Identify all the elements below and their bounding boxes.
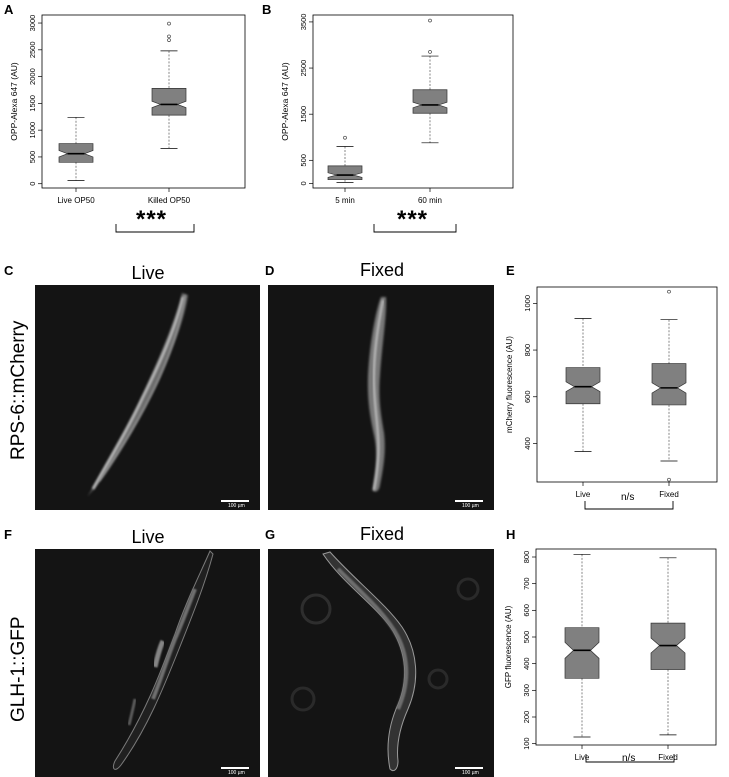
significance-a: *** <box>136 206 168 233</box>
x-tick-label: Live <box>576 490 591 499</box>
y-tick-label: 1500 <box>28 95 37 112</box>
condition-live-f: Live <box>131 527 165 547</box>
panel-label-e: E <box>506 263 515 278</box>
box-live <box>565 367 601 405</box>
y-tick-label: 2500 <box>28 41 37 58</box>
condition-live-c: Live <box>131 263 165 283</box>
worm-image-g <box>290 551 480 772</box>
outlier-point <box>667 289 671 294</box>
panel-label-a: A <box>4 2 14 17</box>
panel-label-c: C <box>4 263 14 278</box>
condition-fixed-g: Fixed <box>359 524 404 544</box>
y-tick-label: 3500 <box>299 14 308 31</box>
y-tick-label: 1000 <box>523 295 532 312</box>
worm-image-c <box>87 293 188 497</box>
y-tick-label: 0 <box>28 182 37 186</box>
y-axis-label: OPP-Alexa 647 (AU) <box>9 62 19 141</box>
scale-bar-d <box>455 500 483 502</box>
panel-label-g: G <box>265 527 276 542</box>
x-tick-label: Killed OP50 <box>148 196 191 205</box>
plot-frame <box>536 286 718 483</box>
y-axis-label: GFP fluorescence (AU) <box>504 605 513 688</box>
box-60-min <box>412 89 448 114</box>
y-tick-label: 400 <box>522 657 531 670</box>
box-killed-op50 <box>151 88 187 116</box>
y-tick-label: 400 <box>523 437 532 450</box>
y-tick-label: 200 <box>522 711 531 724</box>
panel-label-f: F <box>4 527 12 542</box>
x-tick-label: Live OP50 <box>57 196 95 205</box>
condition-fixed-d: Fixed <box>359 260 404 280</box>
box-live-op50 <box>58 143 94 163</box>
panel-label-b: B <box>262 2 272 17</box>
y-tick-label: 300 <box>522 684 531 697</box>
y-tick-label: 800 <box>522 551 531 564</box>
significance-h: n/s <box>622 753 636 764</box>
micrograph-fixed-glh1: 100 µm <box>268 549 494 777</box>
y-tick-label: 0 <box>299 181 308 185</box>
micrograph-live-rps6: 100 µm <box>35 285 260 510</box>
significance-b: *** <box>397 206 429 233</box>
scale-text-d: 100 µm <box>462 503 479 509</box>
outlier-point <box>667 477 671 482</box>
significance-bracket <box>584 501 674 510</box>
micrograph-live-glh1: 100 µm <box>35 549 260 777</box>
y-tick-label: 600 <box>522 604 531 617</box>
scale-bar-f <box>221 767 249 769</box>
y-tick-label: 3000 <box>28 15 37 32</box>
y-tick-label: 800 <box>523 344 532 357</box>
worm-image-f <box>112 550 214 770</box>
panel-label-h: H <box>506 527 516 542</box>
chart-a: 0 500 1000 1500 2000 2500 3000 OPP-Alexa 647 (A… <box>9 14 246 233</box>
y-tick-label: 500 <box>522 631 531 644</box>
outlier-point <box>167 38 171 42</box>
y-tick-label: 600 <box>523 391 532 404</box>
scale-text-g: 100 µm <box>462 770 479 776</box>
x-tick-label: 60 min <box>418 196 442 205</box>
outlier-point <box>167 34 171 39</box>
plot-frame <box>41 14 246 189</box>
scale-text-f: 100 µm <box>228 770 245 776</box>
y-tick-label: 2500 <box>299 60 308 77</box>
chart-h: 100 200 300 400 500 600 700 800 GFP fluorescence… <box>504 548 717 763</box>
row-label-glh1: GLH-1::GFP <box>8 616 29 722</box>
chart-e: 400 600 800 1000 mCherry fluorescence (AU) Li… <box>505 286 718 510</box>
scale-bar-c <box>221 500 249 502</box>
plot-frame <box>312 14 514 189</box>
box-5-min <box>327 165 363 181</box>
scale-bar-g <box>455 767 483 769</box>
y-axis-label: mCherry fluorescence (AU) <box>505 336 514 433</box>
outlier-point <box>343 135 347 140</box>
y-axis-label: OPP-Alexa 647 (AU) <box>280 62 290 141</box>
x-tick-label: 5 min <box>335 196 355 205</box>
x-tick-label: Fixed <box>658 753 678 762</box>
significance-bracket <box>115 224 195 233</box>
y-tick-label: 2000 <box>28 68 37 85</box>
panel-label-d: D <box>265 263 275 278</box>
significance-bracket <box>585 754 675 763</box>
x-tick-label: Live <box>575 753 590 762</box>
y-tick-label: 1000 <box>28 122 37 139</box>
outlier-point <box>167 21 171 26</box>
outlier-point <box>428 50 432 54</box>
box-live <box>564 627 600 679</box>
y-tick-label: 1500 <box>299 106 308 123</box>
significance-bracket <box>373 224 457 233</box>
y-tick-label: 500 <box>299 154 308 167</box>
box-fixed <box>651 363 687 406</box>
y-tick-label: 100 <box>522 737 531 750</box>
y-tick-label: 500 <box>28 151 37 164</box>
scale-text-c: 100 µm <box>228 503 245 509</box>
chart-b: 0 500 1500 2500 3500 OPP-Alexa 647 (AU) 5 min 6… <box>280 14 514 233</box>
y-tick-label: 700 <box>522 577 531 590</box>
row-label-rps6: RPS-6::mCherry <box>8 320 29 460</box>
worm-image-d <box>367 297 387 492</box>
plot-frame <box>535 548 717 746</box>
micrograph-fixed-rps6: 100 µm <box>268 285 494 510</box>
outlier-point <box>428 18 432 23</box>
significance-e: n/s <box>621 492 635 503</box>
x-tick-label: Fixed <box>659 490 679 499</box>
